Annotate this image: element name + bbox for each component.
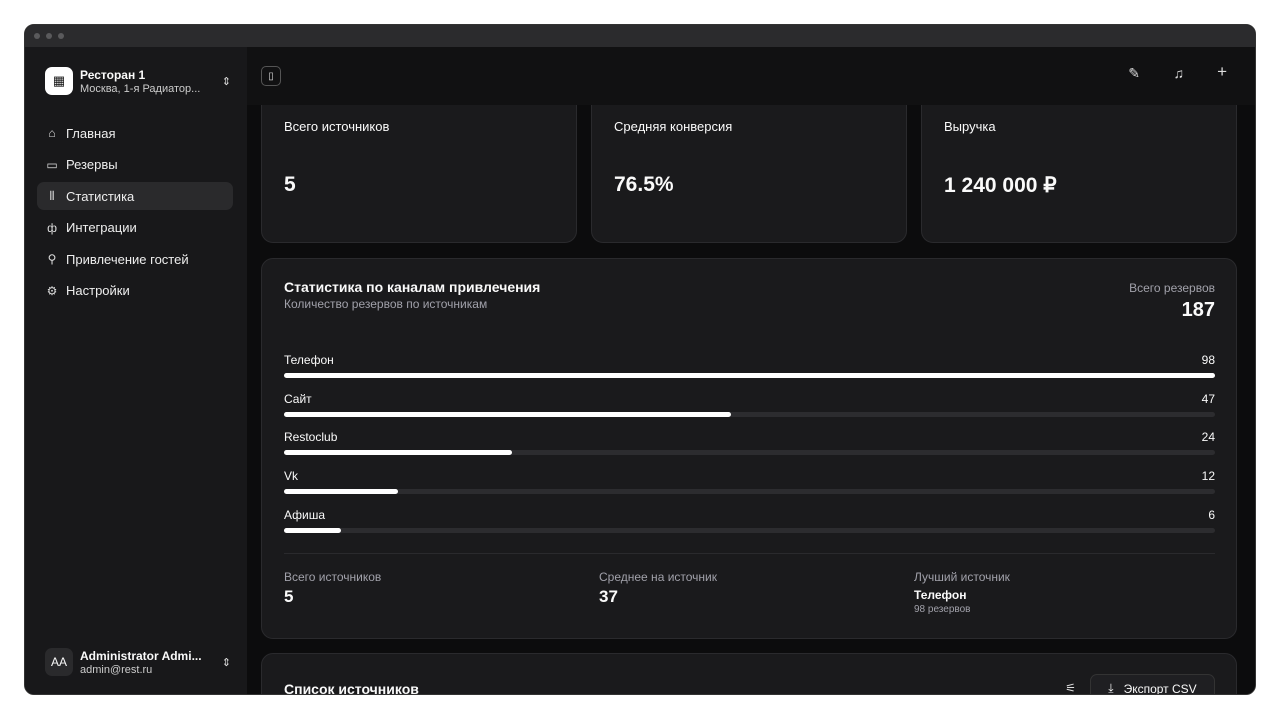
- export-csv-button[interactable]: ⤓ Экспорт CSV: [1090, 674, 1215, 694]
- sidebar-item-statistics[interactable]: ⫴ Статистика: [37, 182, 233, 210]
- building-icon: ▦: [45, 67, 73, 95]
- org-address: Москва, 1-я Радиатор...: [80, 82, 201, 95]
- card-title: Список источников: [284, 681, 419, 694]
- channel-bar-fill: [284, 450, 512, 456]
- main-content: ▯ ✎ ♫ + Всего источников 5 Средняя конве…: [247, 47, 1255, 694]
- channel-bar-fill: [284, 489, 398, 495]
- summary-label: Всего источников: [284, 570, 382, 584]
- summary-value: 37: [599, 587, 618, 606]
- download-icon: ⤓: [1108, 681, 1114, 694]
- summary-average: Среднее на источник 37: [599, 570, 717, 607]
- channel-name: Restoclub: [284, 430, 338, 445]
- sidebar-item-label: Главная: [66, 125, 116, 141]
- summary-sources: Всего источников 5: [284, 570, 381, 607]
- channel-bar-fill: [284, 411, 731, 417]
- user-menu[interactable]: AA Administrator Admi... admin@rest.ru ⇕: [45, 648, 231, 676]
- sidebar-item-label: Настройки: [66, 283, 130, 298]
- sidebar-item-settings[interactable]: ⚙ Настройки: [37, 277, 233, 305]
- channel-name: Vk: [284, 469, 299, 484]
- stat-value: 5: [284, 173, 296, 196]
- channel-value: 24: [1201, 430, 1215, 445]
- channel-value: 12: [1201, 469, 1215, 484]
- channel-row: Vk 12: [284, 469, 1215, 508]
- channel-bars: Телефон 98 Сайт 47 Restoclub 24 Vk 12 Аф…: [284, 353, 1215, 546]
- calendar-icon: ▭: [46, 157, 58, 172]
- close-window-button[interactable]: [34, 33, 40, 39]
- stat-value: 76.5%: [614, 173, 674, 196]
- sources-list-card: Список источников ⚟ ⤓ Экспорт CSV: [261, 653, 1237, 694]
- maximize-window-button[interactable]: [58, 33, 64, 39]
- plug-icon: ф: [47, 220, 57, 235]
- channel-bar-track: [284, 489, 1215, 495]
- card-subtitle: Количество резервов по источникам: [284, 297, 488, 311]
- title-bar: [25, 25, 1255, 47]
- user-name: Administrator Admi...: [80, 648, 202, 663]
- app-window: ▦ Ресторан 1 Москва, 1-я Радиатор... ⇕ ⌂…: [24, 24, 1256, 695]
- sidebar-item-guest-acquisition[interactable]: ⚲ Привлечение гостей: [37, 245, 233, 273]
- pencil-icon[interactable]: ✎: [1128, 65, 1140, 81]
- sidebar-item-integrations[interactable]: ф Интеграции: [37, 214, 233, 242]
- export-label: Экспорт CSV: [1123, 681, 1197, 695]
- channel-value: 47: [1201, 391, 1215, 406]
- user-plus-icon: ⚲: [47, 252, 57, 266]
- channel-row: Афиша 6: [284, 508, 1215, 547]
- summary-label: Среднее на источник: [599, 570, 718, 584]
- channel-bar-fill: [284, 373, 1215, 378]
- filter-icon[interactable]: ⚟: [1065, 681, 1076, 694]
- plus-icon[interactable]: +: [1217, 62, 1227, 81]
- card-title: Статистика по каналам привлечения: [284, 279, 541, 295]
- channel-bar-track: [284, 450, 1215, 456]
- sidebar-item-label: Статистика: [66, 188, 135, 204]
- top-header: ▯ ✎ ♫ +: [247, 47, 1255, 105]
- channel-bar-track: [284, 527, 1215, 533]
- summary-best: Лучший источник Телефон 98 резервов: [914, 570, 1010, 615]
- channel-row: Restoclub 24: [284, 430, 1215, 469]
- sidebar-item-home[interactable]: ⌂ Главная: [37, 119, 233, 147]
- sidebar: ▦ Ресторан 1 Москва, 1-я Радиатор... ⇕ ⌂…: [25, 47, 247, 694]
- user-email: admin@rest.ru: [80, 663, 153, 676]
- sidebar-toggle-button[interactable]: ▯: [261, 66, 281, 86]
- channel-name: Афиша: [284, 507, 326, 522]
- sidebar-item-label: Резервы: [66, 157, 118, 172]
- summary-value: Телефон: [914, 588, 967, 602]
- total-reservations-label: Всего резервов: [1129, 281, 1215, 295]
- avatar: AA: [45, 648, 73, 676]
- channel-name: Телефон: [284, 353, 334, 367]
- channel-bar-fill: [284, 527, 341, 533]
- summary-label: Лучший источник: [914, 570, 1010, 584]
- divider: [284, 553, 1215, 554]
- total-reservations-value: 187: [1181, 299, 1215, 321]
- summary-sub: 98 резервов: [914, 604, 971, 615]
- sidebar-item-reservations[interactable]: ▭ Резервы: [37, 151, 233, 179]
- stat-value: 1 240 000 ₽: [944, 174, 1057, 197]
- sidebar-item-label: Привлечение гостей: [66, 251, 189, 267]
- channel-name: Сайт: [284, 391, 312, 406]
- channel-bar-track: [284, 411, 1215, 417]
- org-name: Ресторан 1: [80, 67, 146, 82]
- channel-value: 6: [1208, 507, 1215, 522]
- stat-label: Средняя конверсия: [614, 119, 733, 134]
- channel-bar-track: [284, 373, 1215, 378]
- channels-card: Статистика по каналам привлечения Количе…: [261, 258, 1237, 639]
- gear-icon: ⚙: [46, 283, 58, 298]
- stat-label: Всего источников: [284, 119, 390, 134]
- home-icon: ⌂: [48, 126, 56, 140]
- minimize-window-button[interactable]: [46, 33, 52, 39]
- channel-row: Телефон 98: [284, 353, 1215, 392]
- org-switcher[interactable]: ▦ Ресторан 1 Москва, 1-я Радиатор... ⇕: [45, 67, 231, 95]
- sidebar-item-label: Интеграции: [66, 220, 137, 235]
- chevrons-up-down-icon: ⇕: [221, 75, 231, 88]
- channel-row: Сайт 47: [284, 392, 1215, 431]
- sidebar-nav: ⌂ Главная ▭ Резервы ⫴ Статистика ф Интеграци…: [37, 119, 233, 308]
- bell-icon[interactable]: ♫: [1173, 65, 1185, 81]
- channel-value: 98: [1201, 353, 1215, 367]
- summary-value: 5: [284, 587, 294, 606]
- bar-chart-icon: ⫴: [49, 188, 55, 203]
- chevrons-up-down-icon: ⇕: [221, 656, 231, 669]
- stat-label: Выручка: [944, 119, 996, 134]
